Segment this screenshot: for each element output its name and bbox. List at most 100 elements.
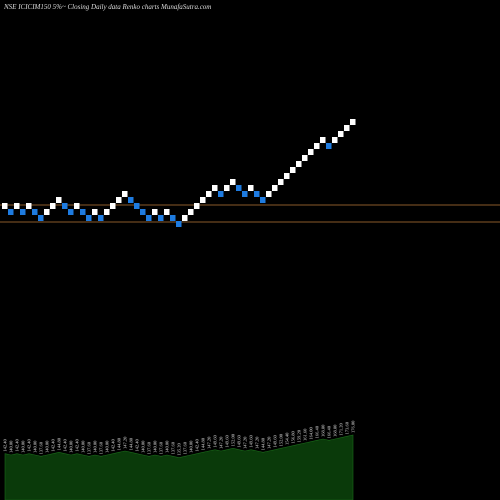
value-label: 140.00 xyxy=(93,440,98,453)
brick-up xyxy=(74,203,80,209)
value-label: 176.00 xyxy=(351,420,356,433)
brick-up xyxy=(212,185,218,191)
brick-up xyxy=(194,203,200,209)
brick-up xyxy=(56,197,62,203)
brick-down xyxy=(98,215,104,221)
brick-up xyxy=(92,209,98,215)
brick-up xyxy=(182,215,188,221)
value-label: 137.60 xyxy=(39,441,44,454)
brick-down xyxy=(62,203,68,209)
value-label: 154.40 xyxy=(285,432,290,445)
brick-up xyxy=(116,197,122,203)
value-label: 156.80 xyxy=(291,431,296,444)
brick-down xyxy=(260,197,266,203)
value-label: 168.80 xyxy=(321,424,326,437)
brick-up xyxy=(164,209,170,215)
brick-up xyxy=(104,209,110,215)
value-label: 137.60 xyxy=(183,441,188,454)
value-label: 147.20 xyxy=(123,436,128,449)
brick-up xyxy=(44,209,50,215)
brick-down xyxy=(326,143,332,149)
brick-down xyxy=(176,221,182,227)
brick-down xyxy=(20,209,26,215)
brick-up xyxy=(224,185,230,191)
brick-up xyxy=(290,167,296,173)
value-label: 140.00 xyxy=(21,440,26,453)
value-label: 142.40 xyxy=(27,439,32,452)
value-label: 140.00 xyxy=(33,440,38,453)
price-area xyxy=(4,434,354,500)
value-label: 147.20 xyxy=(243,436,248,449)
value-label: 137.60 xyxy=(171,441,176,454)
value-label: 149.60 xyxy=(249,435,254,448)
value-label: 142.40 xyxy=(3,439,8,452)
brick-down xyxy=(32,209,38,215)
value-label: 137.60 xyxy=(99,441,104,454)
brick-up xyxy=(248,185,254,191)
value-label: 144.80 xyxy=(57,437,62,450)
value-label: 142.40 xyxy=(63,439,68,452)
value-label: 149.60 xyxy=(213,435,218,448)
brick-up xyxy=(122,191,128,197)
value-label: 161.60 xyxy=(303,428,308,441)
brick-up xyxy=(200,197,206,203)
value-label: 137.60 xyxy=(159,441,164,454)
brick-up xyxy=(2,203,8,209)
value-label: 144.80 xyxy=(201,437,206,450)
brick-down xyxy=(134,203,140,209)
value-label: 173.60 xyxy=(345,421,350,434)
brick-down xyxy=(146,215,152,221)
value-label: 149.60 xyxy=(225,435,230,448)
brick-down xyxy=(158,215,164,221)
chart-title: NSE ICICIM150 5%~ Closing Daily data Ren… xyxy=(3,3,211,11)
brick-up xyxy=(272,185,278,191)
brick-up xyxy=(284,173,290,179)
value-label: 152.00 xyxy=(279,433,284,446)
value-label: 140.00 xyxy=(81,440,86,453)
brick-up xyxy=(350,119,356,125)
brick-up xyxy=(320,137,326,143)
value-label: 142.40 xyxy=(51,439,56,452)
brick-up xyxy=(26,203,32,209)
value-label: 147.20 xyxy=(219,436,224,449)
brick-down xyxy=(242,191,248,197)
value-label: 142.40 xyxy=(15,439,20,452)
value-label: 142.40 xyxy=(75,439,80,452)
value-label: 166.40 xyxy=(327,425,332,438)
value-label: 144.80 xyxy=(129,437,134,450)
value-label: 140.00 xyxy=(153,440,158,453)
value-label: 144.80 xyxy=(117,437,122,450)
value-label: 147.20 xyxy=(267,436,272,449)
brick-up xyxy=(266,191,272,197)
value-label: 142.40 xyxy=(135,439,140,452)
value-label: 147.20 xyxy=(255,436,260,449)
brick-down xyxy=(218,191,224,197)
value-label: 164.00 xyxy=(309,427,314,440)
value-label: 140.00 xyxy=(165,440,170,453)
brick-down xyxy=(8,209,14,215)
value-label: 140.00 xyxy=(105,440,110,453)
value-label: 168.80 xyxy=(333,424,338,437)
value-label: 137.60 xyxy=(87,441,92,454)
value-label: 171.20 xyxy=(339,423,344,436)
brick-down xyxy=(68,209,74,215)
value-label: 144.80 xyxy=(261,437,266,450)
brick-down xyxy=(86,215,92,221)
brick-up xyxy=(110,203,116,209)
brick-up xyxy=(314,143,320,149)
value-label: 152.00 xyxy=(231,433,236,446)
brick-down xyxy=(236,185,242,191)
value-label: 159.20 xyxy=(297,429,302,442)
brick-up xyxy=(206,191,212,197)
brick-up xyxy=(338,131,344,137)
value-label: 135.20 xyxy=(177,443,182,456)
brick-down xyxy=(128,197,134,203)
value-label: 140.00 xyxy=(9,440,14,453)
brick-up xyxy=(344,125,350,131)
value-label: 140.00 xyxy=(189,440,194,453)
value-label: 140.00 xyxy=(141,440,146,453)
brick-up xyxy=(230,179,236,185)
value-label: 147.20 xyxy=(207,436,212,449)
brick-up xyxy=(296,161,302,167)
